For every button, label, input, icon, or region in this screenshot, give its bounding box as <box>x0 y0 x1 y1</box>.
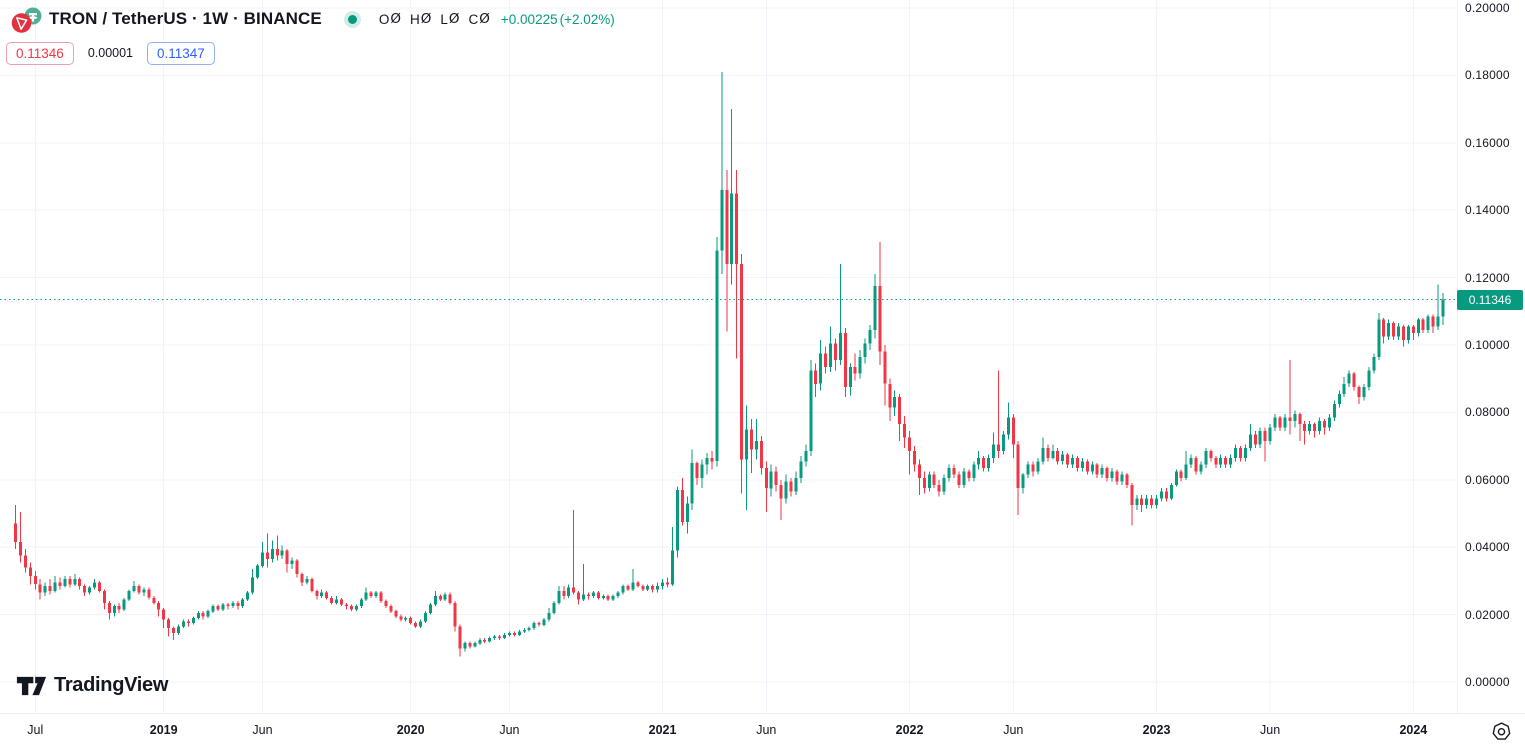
price-tick-label: 0.18000 <box>1465 68 1510 83</box>
time-tick-year-label: 2024 <box>1399 723 1428 737</box>
time-tick-year-label: 2021 <box>648 723 677 737</box>
price-tick-label: 0.14000 <box>1465 203 1510 218</box>
spread-value: 0.00001 <box>87 46 133 60</box>
ask-price-button[interactable]: 0.11347 <box>147 41 215 65</box>
high-label: H <box>409 11 420 27</box>
time-tick-month-label: Jun <box>252 723 273 737</box>
last-price-label: 0.11346 <box>1457 289 1523 310</box>
chart-legend: TRON / TetherUS · 1W · BINANCE O Ø H Ø L… <box>6 6 615 65</box>
tradingview-logo-icon <box>16 675 47 697</box>
high-value: Ø <box>420 11 432 27</box>
price-tick-label: 0.20000 <box>1465 1 1510 15</box>
grid-lines <box>0 0 1456 713</box>
tron-logo-icon <box>11 13 32 33</box>
price-tick-label: 0.16000 <box>1465 135 1510 150</box>
close-label: C <box>468 11 479 27</box>
time-tick-month-label: Jun <box>499 723 520 737</box>
price-tick-label: 0.00000 <box>1465 675 1510 689</box>
tradingview-watermark-link[interactable]: TradingView <box>16 674 168 697</box>
price-tick-label: 0.10000 <box>1465 338 1510 352</box>
symbol-pair-logo-icon <box>6 4 43 34</box>
time-tick-month-label: Jul <box>27 723 44 737</box>
close-value: Ø <box>479 11 490 27</box>
time-axis[interactable]: Jul 2019 Jun 2020 Jun 2021 Jun 2022 Jun 2023 Jun 20… <box>0 713 1525 745</box>
change-percent: (+2.02%) <box>559 11 615 27</box>
symbol-title[interactable]: TRON / TetherUS · 1W · BINANCE <box>49 9 322 28</box>
ohlc-readout: O Ø H Ø L Ø C Ø +0.00225 (+2.02%) <box>379 11 615 27</box>
time-tick-month-label: Jun <box>756 723 777 737</box>
change-absolute: +0.00225 <box>500 11 558 27</box>
time-tick-month-label: Jun <box>1260 723 1281 737</box>
price-tick-label: 0.06000 <box>1465 472 1510 487</box>
bid-price-button[interactable]: 0.11346 <box>6 41 74 65</box>
tradingview-brand-text: TradingView <box>54 674 169 696</box>
price-tick-label: 0.02000 <box>1465 607 1510 622</box>
open-value: Ø <box>390 11 401 27</box>
price-tick-label: 0.08000 <box>1465 405 1510 420</box>
low-label: L <box>440 11 448 27</box>
time-tick-year-label: 2020 <box>396 723 425 737</box>
timezone-settings-icon[interactable] <box>1491 721 1512 742</box>
open-label: O <box>378 11 390 27</box>
time-tick-month-label: Jun <box>1003 723 1024 737</box>
time-tick-year-label: 2022 <box>895 723 924 737</box>
price-tick-label: 0.12000 <box>1465 270 1510 285</box>
time-tick-year-label: 2023 <box>1142 723 1171 737</box>
candlestick-series <box>14 72 1445 657</box>
price-tick-label: 0.04000 <box>1465 540 1510 555</box>
market-status-icon[interactable] <box>343 10 361 28</box>
price-axis[interactable]: 0.20000 0.18000 0.16000 0.14000 0.12000 0.100… <box>1457 0 1525 713</box>
time-tick-year-label: 2019 <box>149 723 178 737</box>
low-value: Ø <box>448 11 460 27</box>
